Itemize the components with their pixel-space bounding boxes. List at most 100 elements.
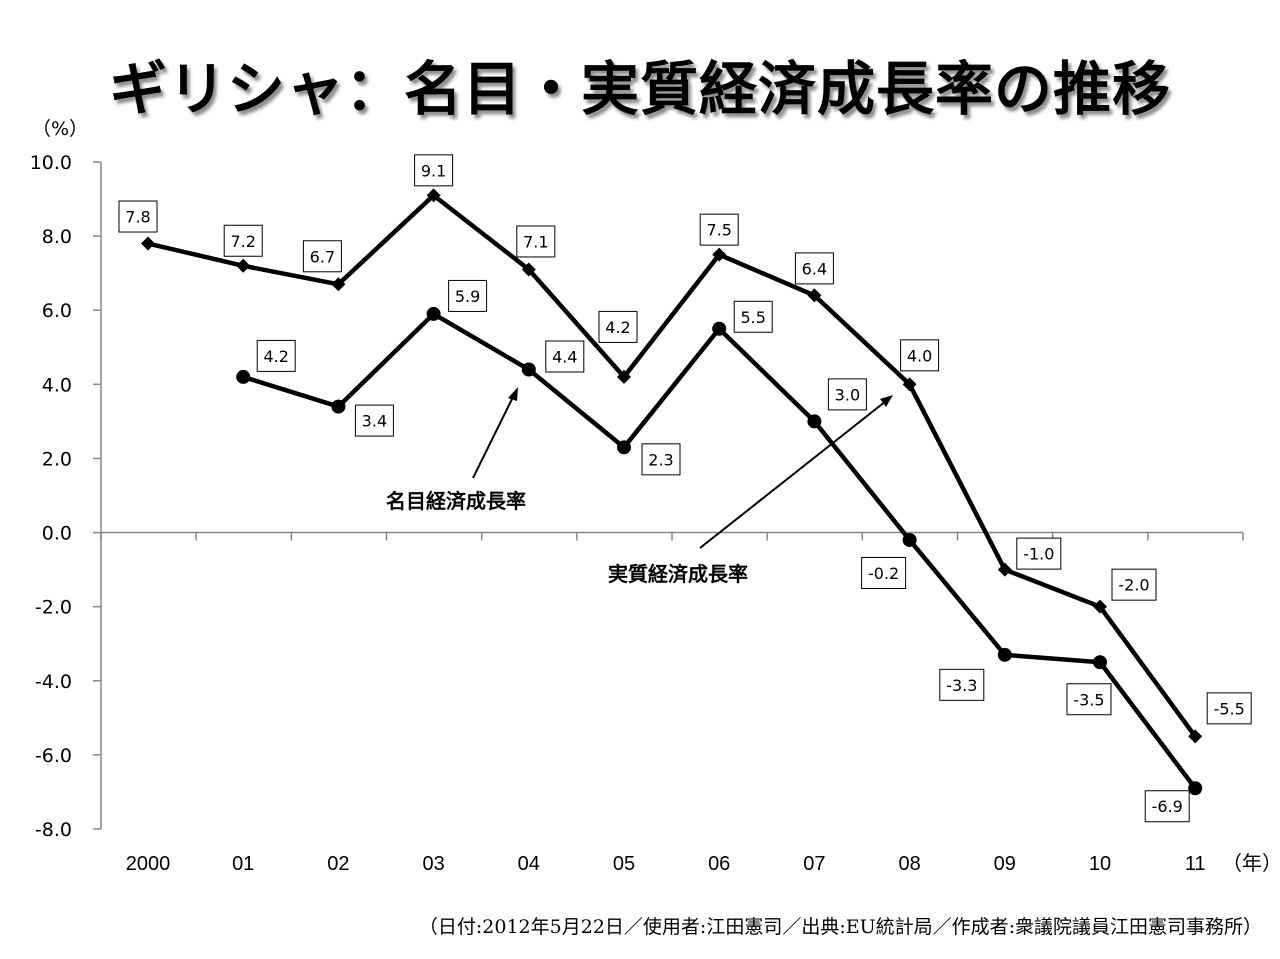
data-labels: 7.8 7.2 6.7 9.1 7.1 4.2 7.5 6.4 4.0 -1.0 -2.0 -5.5 4… — [118, 154, 1252, 823]
diamond-marker-icon — [236, 258, 251, 273]
diamond-marker-icon — [712, 247, 727, 262]
diamond-marker-icon — [521, 262, 536, 277]
real-series-label: 実質経済成長率 — [608, 562, 748, 586]
diamond-marker-icon — [141, 236, 155, 251]
x-tick-label: 08 — [898, 853, 920, 875]
data-label: 6.4 — [794, 252, 834, 285]
svg-text:4.4: 4.4 — [552, 348, 577, 367]
svg-text:-2.0: -2.0 — [1118, 576, 1149, 595]
arrowhead-icon — [880, 395, 893, 407]
diamond-marker-icon — [1093, 599, 1107, 614]
data-label: 3.0 — [827, 378, 867, 411]
data-label: -5.5 — [1206, 692, 1252, 725]
circle-marker-icon — [236, 369, 251, 384]
data-label: 4.4 — [545, 340, 585, 373]
circle-marker-icon — [331, 399, 346, 414]
x-tick-label: 04 — [518, 853, 540, 875]
data-label: 4.2 — [256, 339, 296, 372]
svg-text:3.4: 3.4 — [362, 412, 387, 431]
data-label: 7.8 — [118, 200, 158, 233]
y-tick-label: 10.0 — [30, 152, 72, 174]
data-label: -0.2 — [861, 556, 907, 589]
arrow-icon — [472, 394, 515, 479]
source-footer: （日付:2012年5月22日／使用者:江田憲司／出典:EU統計局／作成者:衆議院… — [418, 916, 1262, 938]
series-line-0 — [147, 193, 1198, 738]
y-tick-label: -4.0 — [35, 671, 72, 693]
y-tick-label: 4.0 — [42, 374, 72, 396]
y-axis: 10.0 8.0 6.0 4.0 2.0 0.0 -2.0 -4.0 -6.0 -8.0 — [30, 152, 102, 841]
data-label: 3.4 — [354, 404, 394, 437]
y-tick-label: -6.0 — [35, 745, 72, 767]
data-label: 7.1 — [516, 225, 556, 258]
x-tick-label: 02 — [327, 853, 349, 875]
circle-marker-icon — [712, 321, 727, 336]
svg-text:3.0: 3.0 — [835, 385, 860, 404]
svg-text:7.2: 7.2 — [230, 232, 255, 251]
circle-marker-icon — [1093, 655, 1107, 670]
chart-title: ギリシャ：名目・実質経済成長率の推移 — [108, 55, 1171, 123]
circle-marker-icon — [521, 362, 536, 377]
arrowhead-icon — [508, 387, 518, 401]
data-label: -3.3 — [939, 668, 985, 701]
x-tick-label: 11 — [1185, 853, 1206, 875]
svg-text:5.9: 5.9 — [455, 287, 480, 306]
svg-text:-5.5: -5.5 — [1214, 699, 1245, 718]
svg-text:9.1: 9.1 — [421, 161, 446, 180]
y-tick-label: 0.0 — [42, 523, 72, 545]
svg-text:5.5: 5.5 — [740, 308, 765, 327]
svg-text:6.7: 6.7 — [310, 247, 335, 266]
y-axis-unit-label: （%） — [32, 118, 88, 140]
arrow-icon — [699, 400, 887, 549]
series-group — [141, 188, 1203, 796]
y-tick-label: -8.0 — [35, 819, 72, 841]
data-label: -3.5 — [1066, 683, 1112, 716]
circle-marker-icon — [902, 532, 917, 547]
svg-text:-3.3: -3.3 — [946, 676, 977, 695]
svg-text:-6.9: -6.9 — [1152, 797, 1183, 816]
data-label: -1.0 — [1016, 537, 1062, 570]
x-axis-unit-label: （年） — [1222, 852, 1280, 875]
nominal-annotation: 名目経済成長率 — [386, 387, 526, 513]
data-label: 7.5 — [699, 213, 739, 246]
data-label: 9.1 — [414, 154, 454, 187]
data-label: 5.5 — [733, 300, 773, 333]
circle-marker-icon — [1188, 781, 1203, 796]
real-annotation: 実質経済成長率 — [608, 395, 893, 586]
nominal-series-label: 名目経済成長率 — [386, 489, 526, 513]
circle-marker-icon — [426, 306, 441, 321]
diamond-marker-icon — [426, 188, 441, 203]
x-tick-label: 10 — [1089, 853, 1111, 875]
y-tick-label: 2.0 — [42, 448, 72, 470]
svg-text:6.4: 6.4 — [802, 259, 827, 278]
diamond-marker-icon — [997, 562, 1012, 577]
y-tick-label: 6.0 — [42, 300, 72, 322]
diamond-marker-icon — [617, 369, 631, 384]
x-tick-label: 03 — [422, 853, 444, 875]
data-label: 7.2 — [223, 224, 263, 257]
diamond-marker-icon — [902, 377, 917, 392]
diamond-marker-icon — [1188, 729, 1203, 744]
x-tick-label: 05 — [613, 853, 635, 875]
svg-text:2.3: 2.3 — [648, 450, 673, 469]
data-label: 2.3 — [641, 443, 681, 476]
x-tick-label: 01 — [232, 853, 254, 875]
data-label: 5.9 — [448, 279, 488, 312]
svg-text:4.2: 4.2 — [605, 318, 630, 337]
svg-text:-1.0: -1.0 — [1023, 545, 1054, 564]
x-tick-label: 09 — [994, 853, 1016, 875]
x-tick-label: 07 — [803, 853, 825, 875]
diamond-marker-icon — [331, 277, 346, 292]
y-tick-label: -2.0 — [35, 597, 72, 619]
x-tick-label: 06 — [708, 853, 730, 875]
circle-marker-icon — [617, 440, 631, 455]
x-axis: 2000 01 02 03 04 05 06 07 08 09 10 11 — [100, 531, 1244, 875]
circle-marker-icon — [807, 414, 822, 429]
svg-text:-0.2: -0.2 — [868, 564, 899, 583]
svg-text:7.8: 7.8 — [125, 208, 150, 227]
svg-text:4.0: 4.0 — [907, 346, 932, 365]
data-label: 6.7 — [302, 240, 342, 273]
svg-text:-3.5: -3.5 — [1073, 690, 1104, 709]
svg-text:7.5: 7.5 — [706, 221, 731, 240]
diamond-marker-icon — [807, 288, 822, 303]
